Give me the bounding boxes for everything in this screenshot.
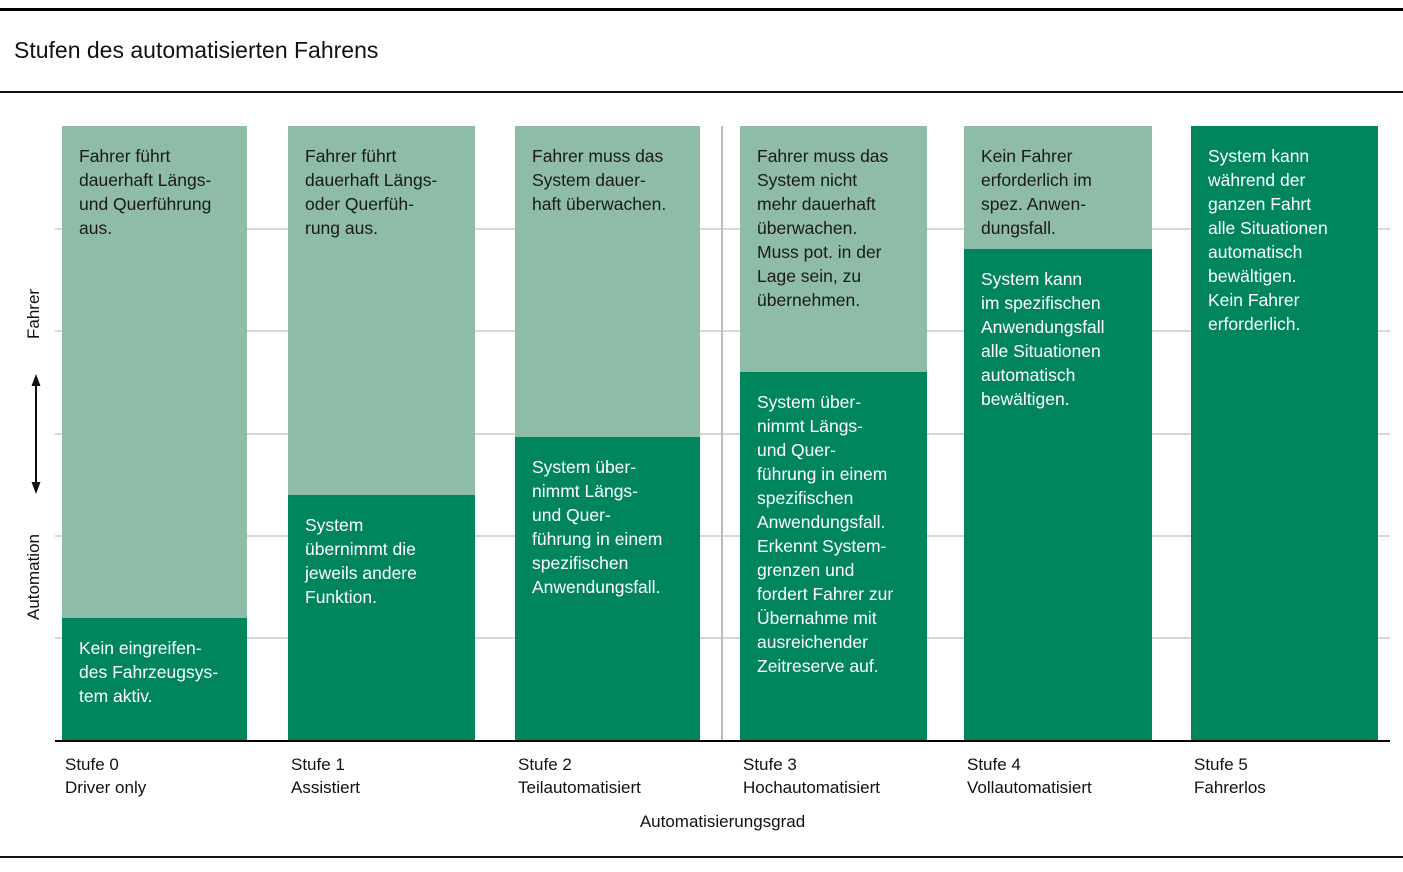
fahrer-segment-text: Fahrer muss das System nicht mehr dauerh… — [757, 146, 889, 310]
stufe-name: Driver only — [65, 778, 147, 797]
bar-stufe-3: Fahrer muss das System nicht mehr dauerh… — [740, 126, 927, 741]
bar-stufe-1: Fahrer führt dauerhaft Längs- oder Querf… — [288, 126, 475, 741]
stufe-name: Fahrerlos — [1194, 778, 1266, 797]
chart-plot-area: Fahrer führt dauerhaft Längs- und Querfü… — [62, 126, 1378, 741]
automation-segment: System über- nimmt Längs- und Quer- führ… — [515, 436, 700, 741]
bar-stufe-2: Fahrer muss das System dauer- haft überw… — [515, 126, 700, 741]
fahrer-segment: Kein Fahrer erforderlich im spez. Anwen-… — [964, 126, 1152, 249]
bar-stufe-5: System kann während der ganzen Fahrt all… — [1191, 126, 1378, 741]
bidirectional-arrow-icon — [31, 374, 41, 494]
automation-segment: Kein eingreifen- des Fahrzeugsys- tem ak… — [62, 618, 247, 741]
fahrer-segment-text: Fahrer muss das System dauer- haft überw… — [532, 146, 667, 214]
stufe-name: Teilautomatisiert — [518, 778, 641, 797]
bottom-border-rule — [0, 856, 1403, 858]
stufe-number: Stufe 0 — [65, 755, 119, 774]
vertical-divider-line — [721, 126, 723, 741]
category-label-stufe-0: Stufe 0 Driver only — [62, 753, 146, 799]
stufe-name: Hochautomatisiert — [743, 778, 881, 797]
automation-segment-text: System über- nimmt Längs- und Quer- führ… — [532, 456, 663, 597]
top-border-rule — [0, 8, 1403, 11]
stufe-number: Stufe 5 — [1194, 755, 1248, 774]
fahrer-segment: Fahrer muss das System nicht mehr dauerh… — [740, 126, 927, 372]
fahrer-segment-text: Fahrer führt dauerhaft Längs- oder Querf… — [305, 146, 438, 238]
automation-segment-text: System über- nimmt Längs- und Quer- führ… — [757, 392, 894, 676]
stufe-number: Stufe 1 — [291, 755, 345, 774]
stufe-number: Stufe 2 — [518, 755, 572, 774]
automation-segment-text: System übernimmt die jeweils andere Funk… — [305, 515, 417, 607]
fahrer-segment: Fahrer muss das System dauer- haft überw… — [515, 126, 700, 437]
automation-segment-text: Kein eingreifen- des Fahrzeugsys- tem ak… — [79, 638, 219, 706]
stufe-name: Assistiert — [291, 778, 360, 797]
title-separator-rule — [0, 91, 1403, 93]
fahrer-segment-text: Fahrer führt dauerhaft Längs- und Querfü… — [79, 146, 212, 238]
stufe-number: Stufe 4 — [967, 755, 1021, 774]
stufe-name: Vollautomatisiert — [967, 778, 1092, 797]
fahrer-segment: Fahrer führt dauerhaft Längs- oder Querf… — [288, 126, 475, 495]
category-label-stufe-4: Stufe 4 Vollautomatisiert — [964, 753, 1092, 799]
x-axis-title: Automatisierungsgrad — [639, 812, 806, 831]
y-axis-label-automation: Automation — [24, 534, 43, 620]
bar-stufe-4: Kein Fahrer erforderlich im spez. Anwen-… — [964, 126, 1152, 741]
automation-segment: System kann während der ganzen Fahrt all… — [1191, 126, 1378, 741]
category-label-stufe-5: Stufe 5 Fahrerlos — [1191, 753, 1266, 799]
bar-stufe-0: Fahrer führt dauerhaft Längs- und Querfü… — [62, 126, 247, 741]
fahrer-segment: Fahrer führt dauerhaft Längs- und Querfü… — [62, 126, 247, 618]
y-axis-label-fahrer: Fahrer — [24, 288, 43, 339]
automation-segment: System übernimmt die jeweils andere Funk… — [288, 495, 475, 741]
automation-segment-text: System kann im spezifischen Anwendungsfa… — [981, 269, 1105, 409]
x-axis-line — [55, 740, 1390, 742]
x-axis-category-labels: Stufe 0 Driver only Stufe 1 Assistiert S… — [62, 753, 1378, 805]
stufe-number: Stufe 3 — [743, 755, 797, 774]
category-label-stufe-2: Stufe 2 Teilautomatisiert — [515, 753, 641, 799]
automation-segment: System kann im spezifischen Anwendungsfa… — [964, 249, 1152, 741]
automation-segment-text: System kann während der ganzen Fahrt all… — [1208, 146, 1328, 334]
page-title: Stufen des automatisierten Fahrens — [14, 37, 379, 63]
fahrer-segment-text: Kein Fahrer erforderlich im spez. Anwen-… — [981, 146, 1092, 238]
category-label-stufe-1: Stufe 1 Assistiert — [288, 753, 360, 799]
category-label-stufe-3: Stufe 3 Hochautomatisiert — [740, 753, 880, 799]
automation-segment: System über- nimmt Längs- und Quer- führ… — [740, 372, 927, 741]
